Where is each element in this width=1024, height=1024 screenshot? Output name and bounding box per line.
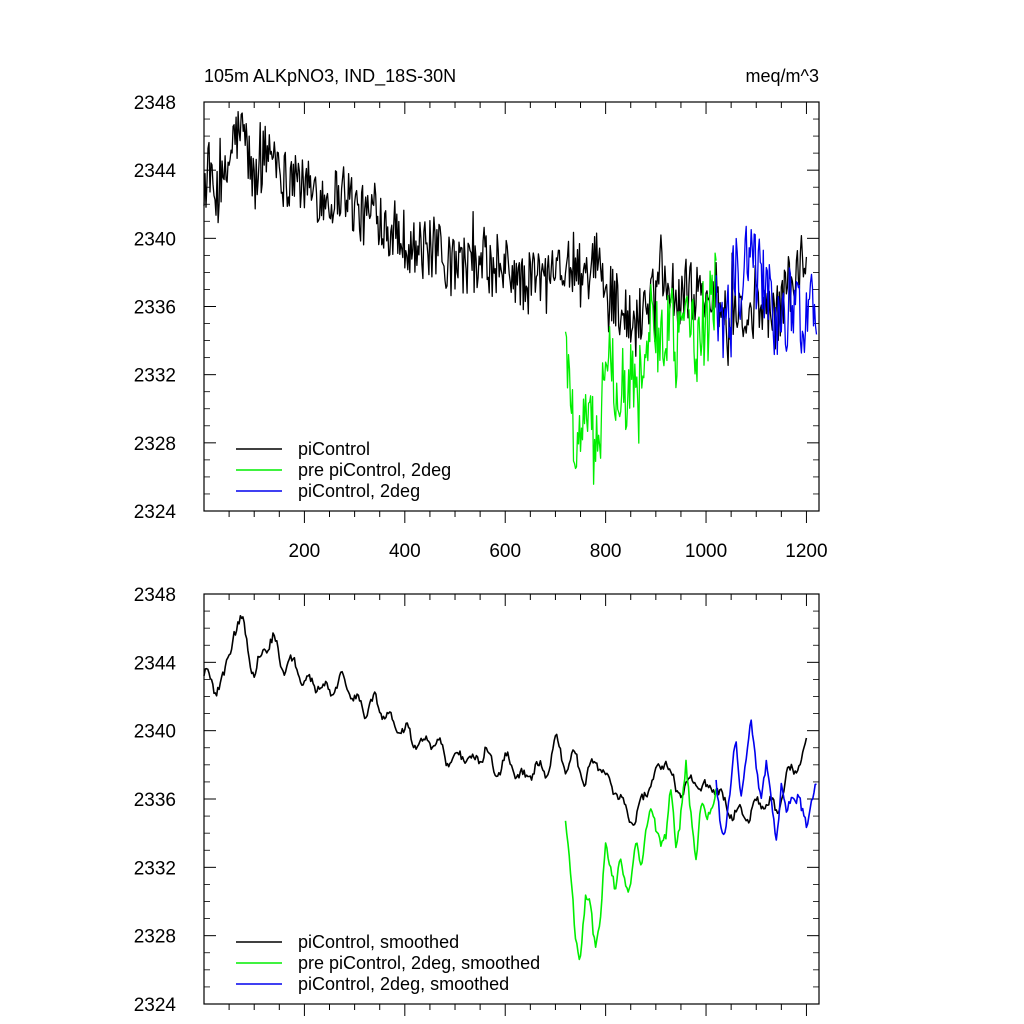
bottom-legend-label-1: pre piControl, 2deg, smoothed: [298, 953, 540, 973]
top-series-2: [715, 225, 818, 359]
top-series-0: [203, 111, 808, 367]
top-ytick-label-1: 2328: [134, 434, 176, 455]
top-ytick-label-2: 2332: [134, 366, 176, 387]
bottom-ticks: 2324 2328 2332 2336 2340 2344 2348: [134, 585, 819, 1016]
bottom-series: [203, 614, 817, 961]
top-legend-label-0: piControl: [298, 439, 370, 459]
bottom-series-1: [564, 759, 717, 961]
bottom-ytick-label-6: 2348: [134, 585, 176, 606]
top-ytick-label-5: 2344: [134, 161, 177, 182]
top-title-right: meq/m^3: [746, 66, 819, 86]
bottom-panel: 2324 2328 2332 2336 2340 2344 2348 piControl, …: [134, 585, 820, 1016]
bottom-plot-frame: [203, 593, 820, 1005]
top-title-left: 105m ALKpNO3, IND_18S-30N: [204, 66, 456, 87]
top-xtick-label-3: 800: [590, 541, 622, 562]
bottom-series-2: [715, 719, 817, 841]
bottom-ytick-label-3: 2336: [134, 790, 176, 811]
bottom-legend-label-0: piControl, smoothed: [298, 932, 459, 952]
top-series: [203, 111, 818, 485]
top-ytick-label-6: 2348: [134, 93, 176, 114]
top-ticks: 2324 2328 2332 2336 2340 2344 2348 200 400 600 800…: [134, 93, 828, 562]
bottom-series-0: [203, 614, 808, 826]
top-ytick-label-0: 2324: [134, 502, 177, 523]
top-legend-label-1: pre piControl, 2deg: [298, 460, 451, 480]
top-xtick-label-4: 1000: [685, 541, 727, 562]
bottom-ytick-label-2: 2332: [134, 858, 176, 879]
top-ytick-label-4: 2340: [134, 229, 176, 250]
top-xtick-label-5: 1200: [785, 541, 827, 562]
top-ytick-label-3: 2336: [134, 298, 176, 319]
bottom-ytick-label-1: 2328: [134, 927, 176, 948]
top-xtick-label-2: 600: [489, 541, 521, 562]
top-xtick-label-1: 400: [389, 541, 421, 562]
top-legend-label-2: piControl, 2deg: [298, 481, 420, 501]
bottom-legend-label-2: piControl, 2deg, smoothed: [298, 974, 509, 994]
top-panel: 105m ALKpNO3, IND_18S-30N meq/m^3 232423…: [134, 66, 828, 562]
bottom-ytick-label-4: 2340: [134, 722, 176, 743]
top-series-1: [564, 252, 717, 485]
bottom-ytick-label-0: 2324: [134, 995, 177, 1016]
top-xtick-label-0: 200: [289, 541, 321, 562]
bottom-ytick-label-5: 2344: [134, 653, 177, 674]
